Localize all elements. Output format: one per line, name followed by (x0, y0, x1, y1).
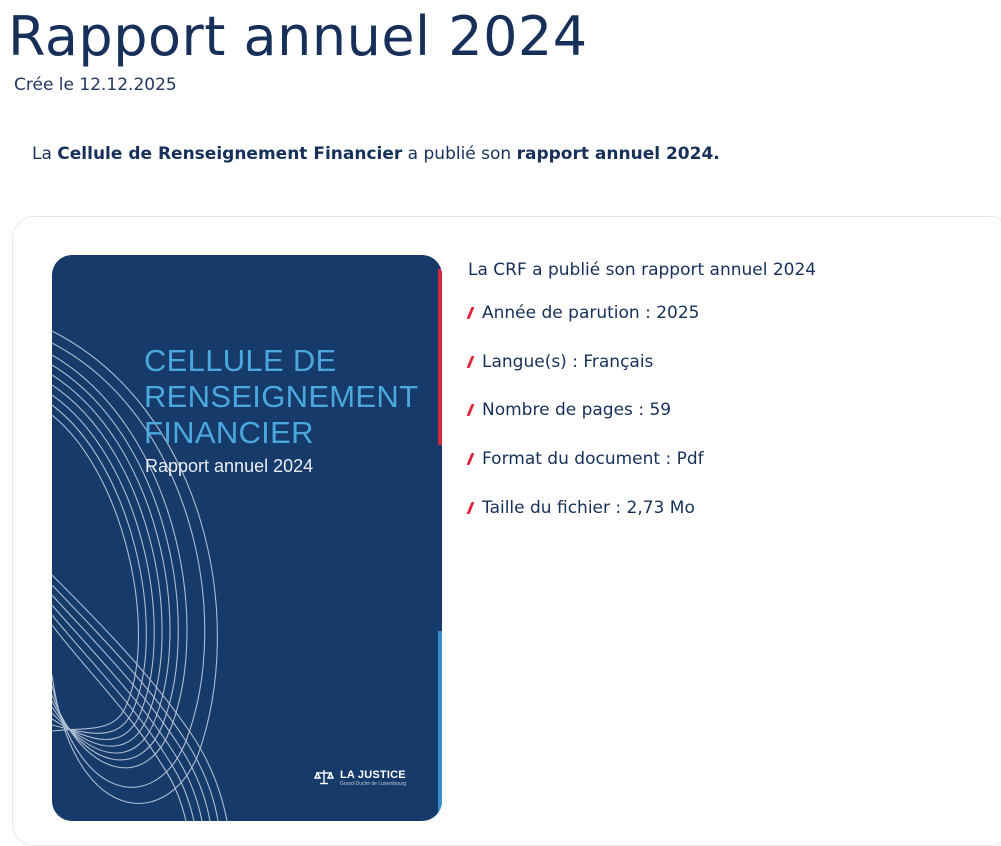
cover-title: CELLULE DE RENSEIGNEMENT FINANCIER (144, 343, 419, 450)
report-cover-image[interactable]: CELLULE DE RENSEIGNEMENT FINANCIER Rappo… (52, 255, 442, 821)
publication-details: La CRF a publié son rapport annuel 2024 … (465, 258, 816, 544)
cover-subtitle: Rapport annuel 2024 (145, 456, 314, 476)
page-title: Rapport annuel 2024 (8, 5, 588, 68)
metadata-filesize: Taille du fichier : 2,73 Mo (465, 496, 816, 520)
metadata-pages-label: Nombre de pages : 59 (482, 400, 672, 421)
publication-heading: La CRF a publié son rapport annuel 2024 (468, 260, 817, 280)
creation-date: Crée le 12.12.2025 (14, 75, 177, 95)
metadata-filesize-label: Taille du fichier : 2,73 Mo (482, 497, 695, 518)
cover-wave-lines (52, 330, 228, 821)
metadata-list: Année de parution : 2025 Langue(s) : Fra… (465, 301, 816, 520)
la-justice-logo: LA JUSTICE Grand-Duché de Luxembourg (314, 769, 406, 788)
metadata-pages: Nombre de pages : 59 (465, 398, 816, 422)
scales-of-justice-icon (314, 769, 334, 785)
red-slash-bullet-icon (466, 501, 475, 514)
metadata-language: Langue(s) : Français (465, 350, 816, 374)
logo-text: LA JUSTICE (340, 769, 406, 781)
metadata-format-label: Format du document : Pdf (482, 449, 704, 470)
intro-middle: a publié son (402, 144, 517, 164)
cover-blue-accent (438, 631, 442, 821)
red-slash-bullet-icon (466, 355, 475, 368)
metadata-year-label: Année de parution : 2025 (482, 303, 700, 323)
red-slash-bullet-icon (466, 404, 475, 417)
intro-text: La Cellule de Renseignement Financier a … (32, 142, 720, 166)
metadata-year: Année de parution : 2025 (465, 301, 816, 325)
red-slash-bullet-icon (466, 307, 475, 319)
intro-prefix: La (32, 144, 58, 164)
red-slash-bullet-icon (466, 453, 475, 466)
logo-subtext: Grand-Duché de Luxembourg (340, 781, 407, 787)
cover-red-accent (438, 269, 442, 445)
metadata-format: Format du document : Pdf (465, 447, 816, 471)
intro-report: rapport annuel 2024. (516, 144, 720, 164)
metadata-language-label: Langue(s) : Français (482, 351, 654, 372)
intro-organisation: Cellule de Renseignement Financier (57, 144, 403, 164)
